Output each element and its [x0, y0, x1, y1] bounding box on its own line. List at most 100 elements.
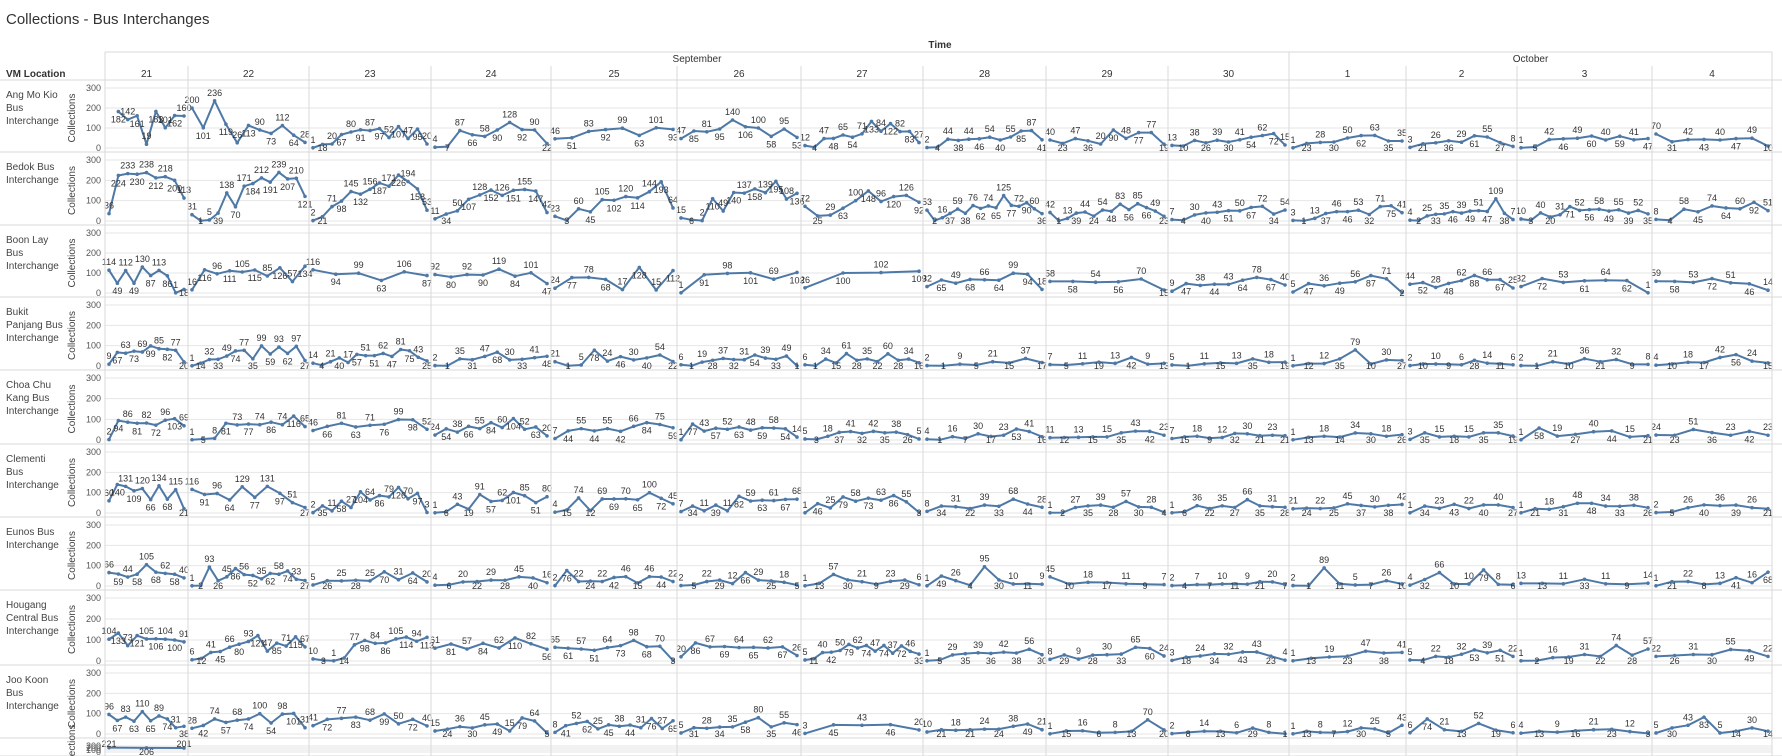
data-label: 66 — [225, 634, 235, 644]
data-point — [769, 579, 774, 583]
data-point — [1337, 357, 1342, 361]
data-label: 22 — [965, 508, 975, 518]
data-label: 16 — [1747, 570, 1757, 580]
data-label: 155 — [517, 176, 532, 186]
data-point — [291, 133, 296, 137]
data-point — [277, 170, 281, 175]
data-label: 66 — [322, 429, 332, 439]
data-point — [278, 491, 282, 496]
data-label: 69 — [137, 339, 147, 349]
data-label: 52 — [571, 710, 581, 720]
data-point — [700, 218, 704, 223]
data-label: 20 — [422, 569, 432, 579]
data-point — [1353, 431, 1358, 435]
data-point — [1092, 214, 1096, 218]
data-label: 233 — [120, 161, 135, 171]
data-point — [1291, 363, 1295, 368]
data-point — [1485, 651, 1490, 655]
data-label: 3 — [814, 435, 819, 445]
y-tick-label: 300 — [86, 300, 101, 310]
data-label: 51 — [567, 141, 577, 151]
data-label: 74 — [1611, 632, 1621, 642]
data-point — [731, 357, 736, 362]
data-label: 2 — [1518, 353, 1523, 363]
data-point — [1724, 206, 1728, 210]
data-point — [534, 500, 538, 505]
data-point — [330, 204, 334, 209]
data-label: 29 — [825, 202, 835, 212]
data-point — [433, 510, 437, 515]
data-label: 42 — [198, 728, 208, 738]
data-label: 99 — [379, 717, 389, 727]
data-label: 9 — [1446, 361, 1451, 371]
data-label: 4 — [432, 572, 437, 582]
data-label: 47 — [403, 126, 413, 136]
data-label: 103 — [789, 275, 804, 285]
data-label: 98 — [722, 260, 732, 270]
data-label: 7 — [552, 426, 557, 436]
data-label: 17 — [617, 277, 627, 287]
data-label: 37 — [945, 216, 955, 226]
data-point — [566, 429, 570, 433]
series-line — [1171, 727, 1286, 735]
data-point — [107, 570, 111, 575]
data-point — [1582, 279, 1587, 283]
data-label: 80 — [346, 119, 356, 129]
data-label: 212 — [148, 181, 163, 191]
y-tick-label: 100 — [86, 561, 101, 571]
series-line — [1655, 571, 1769, 587]
data-point — [1204, 141, 1208, 145]
data-label: 18 — [823, 423, 833, 433]
data-label: 32 — [922, 274, 932, 284]
data-label: 55 — [1006, 124, 1016, 134]
data-label: 46 — [308, 417, 318, 427]
data-label: 52 — [722, 416, 732, 426]
data-label: 25 — [766, 581, 776, 591]
data-point — [679, 583, 683, 588]
data-point — [455, 209, 460, 213]
data-point — [1702, 360, 1706, 365]
data-label: 28 — [1037, 494, 1047, 504]
data-point — [144, 637, 149, 641]
data-point — [1519, 658, 1523, 663]
data-label: 41 — [1397, 200, 1407, 210]
day-label: 1 — [1345, 69, 1351, 80]
data-label: 9 — [1207, 435, 1212, 445]
data-label: 24 — [1089, 216, 1099, 226]
data-point — [517, 575, 521, 579]
data-point — [617, 724, 622, 729]
data-label: 55 — [576, 416, 586, 426]
data-point — [748, 499, 753, 503]
data-point — [1133, 429, 1138, 433]
data-point — [1416, 218, 1421, 223]
data-label: 10 — [1418, 361, 1428, 371]
y-tick-label: 100 — [86, 268, 101, 278]
data-label: 46 — [813, 507, 823, 517]
data-label: 14 — [339, 656, 349, 666]
data-point — [258, 711, 262, 716]
data-label: 110 — [705, 202, 719, 212]
data-point — [163, 637, 168, 641]
data-label: 24 — [1747, 348, 1757, 358]
data-point — [107, 437, 111, 442]
data-point — [1442, 212, 1447, 216]
data-point — [814, 437, 819, 442]
data-point — [860, 431, 864, 436]
data-label: 80 — [446, 280, 456, 290]
data-point — [579, 363, 584, 367]
data-label: 38 — [960, 216, 970, 226]
data-point — [737, 645, 741, 650]
data-label: 93 — [274, 334, 284, 344]
data-label: 1 — [1282, 729, 1287, 739]
data-point — [377, 181, 382, 185]
data-point — [202, 268, 207, 272]
data-point — [618, 429, 623, 434]
data-point — [1105, 652, 1109, 657]
data-label: 65 — [668, 724, 678, 734]
data-label: 47 — [542, 287, 552, 297]
data-label: 58 — [480, 123, 490, 133]
data-label: 4 — [812, 143, 817, 153]
data-label: 69 — [179, 413, 189, 423]
data-point — [280, 123, 285, 128]
data-point — [1433, 362, 1438, 366]
